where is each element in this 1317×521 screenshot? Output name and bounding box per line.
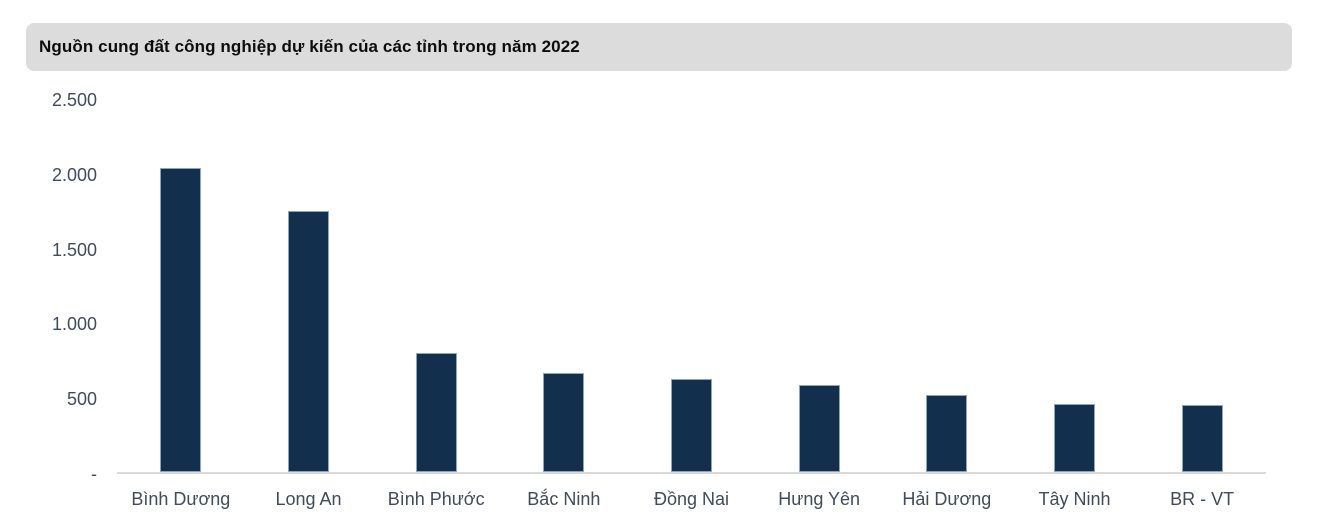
y-axis-tick-label: 500 xyxy=(66,389,97,410)
x-axis-category-label: Tây Ninh xyxy=(1038,489,1111,509)
chart-bar xyxy=(415,353,457,472)
x-axis-category-label: Hưng Yên xyxy=(778,489,861,509)
chart-bar xyxy=(543,372,585,472)
chart-bar xyxy=(288,210,329,472)
chart-bar xyxy=(671,378,712,472)
x-axis-category-label: Long An xyxy=(275,489,342,509)
y-axis-tick-label: 1.000 xyxy=(51,314,97,335)
y-axis: 2.500 2.000 1.500 1.000 500 - xyxy=(0,0,97,521)
plot-area xyxy=(117,100,1266,474)
chart-bar xyxy=(798,385,840,472)
chart-title: Nguồn cung đất công nghiệp dự kiến của c… xyxy=(39,37,580,56)
chart-bar xyxy=(1054,403,1095,472)
chart-bar xyxy=(160,168,202,472)
x-axis-category-label: Bắc Ninh xyxy=(527,489,601,509)
y-axis-tick-label: - xyxy=(91,464,97,484)
x-axis-category-label: Đồng Nai xyxy=(653,489,730,509)
chart-bar xyxy=(926,394,968,472)
chart-bar xyxy=(1181,405,1223,472)
x-axis-category-label: BR - VT xyxy=(1170,489,1235,509)
x-axis-category-label: Hải Dương xyxy=(902,489,992,509)
y-axis-tick-label: 2.000 xyxy=(51,164,97,185)
chart-title-bar: Nguồn cung đất công nghiệp dự kiến của c… xyxy=(26,23,1292,71)
y-axis-tick-label: 2.500 xyxy=(51,90,97,110)
x-axis-category-label: Bình Dương xyxy=(131,489,231,509)
x-axis: Bình Dương Long An Bình Phước Bắc Ninh Đồng … xyxy=(117,487,1266,513)
y-axis-tick-label: 1.500 xyxy=(51,239,97,260)
x-axis-category-label: Bình Phước xyxy=(387,489,485,509)
